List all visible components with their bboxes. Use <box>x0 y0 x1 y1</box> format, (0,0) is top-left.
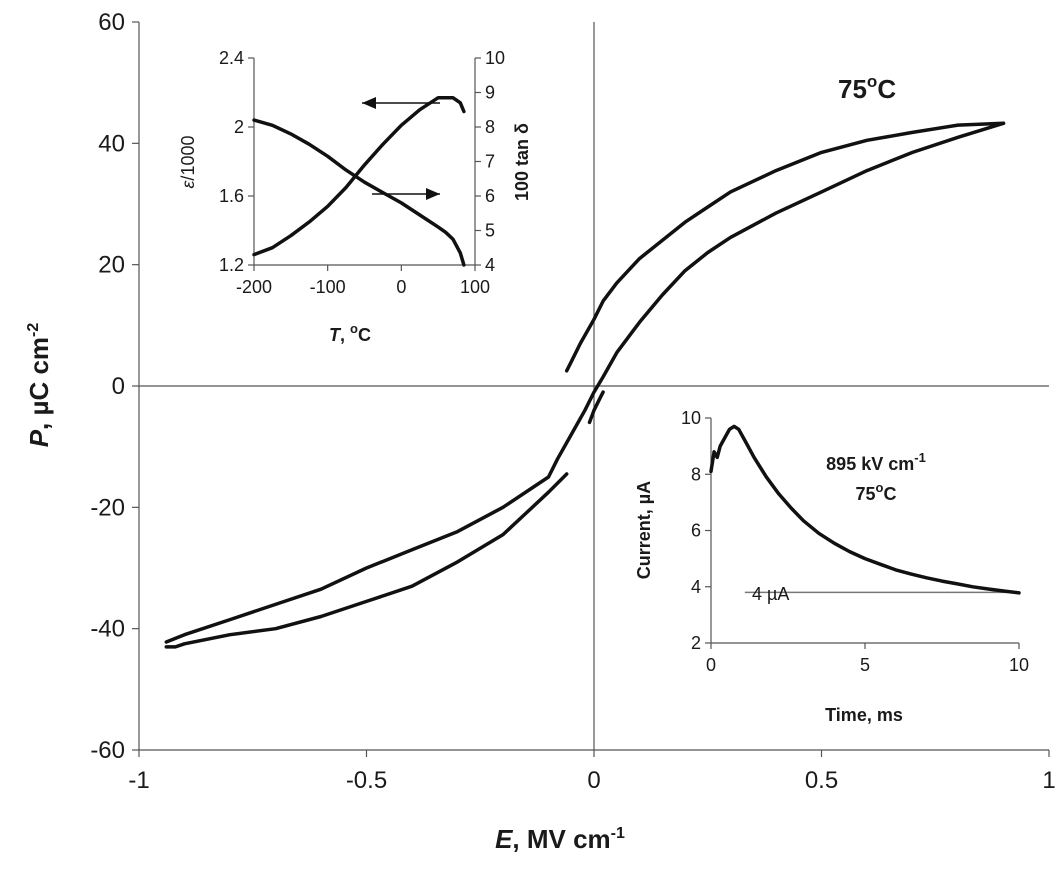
hysteresis-loop-upper-return <box>164 121 1006 644</box>
inset-current-field-value: 895 kV cm <box>826 454 914 474</box>
inset-dielectric-x-unit: , <box>340 325 350 345</box>
inset-dielectric-background <box>254 58 475 265</box>
inset-dielectric-left-tick-label: 2.4 <box>219 48 244 68</box>
inset-current-field-annotation: 895 kV cm-1 <box>826 450 926 474</box>
main-x-axis-symbol: E <box>495 824 513 854</box>
main-y-axis-symbol: P <box>24 429 54 447</box>
main-annotation-degree: o <box>867 72 877 91</box>
loss-arrow <box>372 188 440 200</box>
inset-dielectric-x-symbol: T <box>329 325 342 345</box>
main-temperature-annotation: 75oC <box>838 72 896 104</box>
main-y-tick-label: -40 <box>90 616 125 643</box>
inset-dielectric-right-tick-label: 4 <box>485 255 495 275</box>
inset-dielectric-x-suffix: C <box>358 325 371 345</box>
inset-current-y-tick-label: 4 <box>691 577 701 597</box>
main-x-tick-label: 1 <box>1042 767 1055 794</box>
hysteresis-loop-lower-branch <box>164 472 569 649</box>
inset-current-x-tick-label: 10 <box>1009 655 1029 675</box>
inset-dielectric-x-tick-label: -100 <box>310 277 346 297</box>
hysteresis-loop-lower-right-start <box>587 390 605 425</box>
inset-current-chart: 0 5 10 2 4 6 8 10 Time, ms Current, µA 895 kV c… <box>634 408 1029 725</box>
inset-dielectric-left-axis-title: ε/1000 <box>178 136 198 189</box>
inset-current-temperature-unit: C <box>883 484 896 504</box>
inset-dielectric-right-axis-title: 100 tan δ <box>512 123 532 201</box>
inset-current-ticks: 0 5 10 2 4 6 8 10 <box>681 408 1029 675</box>
inset-current-reference-label: 4 µA <box>752 584 789 604</box>
main-y-tick-label: -20 <box>90 494 125 521</box>
inset-dielectric-x-tick-label: 0 <box>396 277 406 297</box>
inset-current-y-tick-label: 2 <box>691 633 701 653</box>
main-y-tick-label: 40 <box>98 130 125 157</box>
inset-dielectric-right-tick-label: 5 <box>485 221 495 241</box>
inset-dielectric-left-tick-label: 2 <box>234 117 244 137</box>
loss-arrow-head <box>426 188 440 200</box>
main-x-tick-label: -0.5 <box>346 767 387 794</box>
main-annotation-value: 75 <box>838 74 867 104</box>
main-x-axis-title: E, MV cm-1 <box>495 824 625 854</box>
inset-current-y-axis-title: Current, µA <box>634 481 654 579</box>
main-y-axis-title: P, µC cm-2 <box>24 323 54 448</box>
inset-dielectric-left-symbol: ε <box>178 179 198 188</box>
main-y-tick-label: 20 <box>98 252 125 279</box>
inset-dielectric-right-tick-label: 6 <box>485 186 495 206</box>
inset-current-field-superscript: -1 <box>914 450 926 465</box>
inset-current-x-tick-label: 0 <box>706 655 716 675</box>
inset-dielectric-chart: -200 -100 0 100 1.2 1.6 2 2.4 4 5 6 7 8 9 10 T, oC ε/1… <box>178 48 532 345</box>
main-x-tick-label: 0 <box>587 767 600 794</box>
main-x-axis-superscript: -1 <box>611 825 625 842</box>
loss-tangent-curve <box>252 118 466 267</box>
inset-current-temperature-degree: o <box>876 480 884 495</box>
inset-dielectric-right-tick-label: 8 <box>485 117 495 137</box>
main-y-axis-unit: , µC cm <box>24 337 54 430</box>
inset-current-y-tick-label: 10 <box>681 408 701 428</box>
inset-dielectric-x-degree: o <box>350 321 358 336</box>
inset-dielectric-left-tick-label: 1.6 <box>219 186 244 206</box>
inset-current-series-group <box>709 424 1021 595</box>
inset-current-x-tick-label: 5 <box>860 655 870 675</box>
inset-current-temperature-annotation: 75oC <box>856 480 897 504</box>
inset-dielectric-series-group <box>252 95 466 267</box>
inset-dielectric-x-axis-title: T, oC <box>329 321 371 345</box>
main-x-tick-label: 0.5 <box>805 767 838 794</box>
main-annotation-unit: C <box>877 74 896 104</box>
main-series-group <box>164 121 1006 649</box>
main-y-tick-label: -60 <box>90 737 125 764</box>
current-transient-curve <box>709 424 1021 595</box>
permittivity-arrow <box>362 97 440 109</box>
main-x-tick-label: -1 <box>128 767 149 794</box>
inset-dielectric-right-tick-label: 7 <box>485 152 495 172</box>
inset-current-x-axis-title: Time, ms <box>825 705 903 725</box>
inset-dielectric-x-tick-label: -200 <box>236 277 272 297</box>
hysteresis-loop-upper-branch <box>564 121 1006 373</box>
inset-dielectric-right-tick-label: 10 <box>485 48 505 68</box>
inset-current-temperature-value: 75 <box>856 484 876 504</box>
main-y-tick-label: 60 <box>98 9 125 36</box>
main-x-axis-unit: , MV cm <box>512 824 610 854</box>
permittivity-curve <box>252 95 466 257</box>
inset-dielectric-left-tick-label: 1.2 <box>219 255 244 275</box>
inset-current-y-tick-label: 6 <box>691 521 701 541</box>
inset-dielectric-right-tick-label: 9 <box>485 83 495 103</box>
inset-dielectric-left-unit: /1000 <box>178 136 198 181</box>
main-y-tick-label: 0 <box>112 373 125 400</box>
main-y-axis-superscript: -2 <box>25 323 42 337</box>
permittivity-arrow-head <box>362 97 376 109</box>
inset-dielectric-x-tick-label: 100 <box>460 277 490 297</box>
inset-current-y-tick-label: 8 <box>691 464 701 484</box>
inset-dielectric-ticks: -200 -100 0 100 1.2 1.6 2 2.4 4 5 6 7 8 9 10 <box>219 48 505 297</box>
inset-current-background <box>711 418 1019 643</box>
